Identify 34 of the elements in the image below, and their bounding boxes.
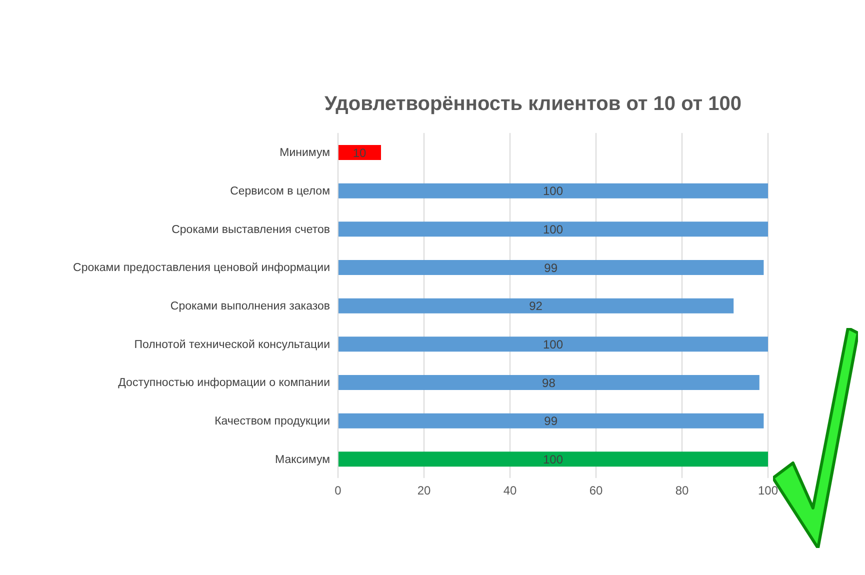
x-tick-label: 0: [334, 484, 342, 498]
data-label: 100: [542, 452, 564, 466]
chart-title: Удовлетворённость клиентов от 10 от 100: [323, 93, 743, 116]
x-tick-label: 20: [417, 484, 431, 498]
x-tick-label: 100: [758, 484, 778, 498]
bar: [338, 375, 760, 390]
y-tick-label: Минимум: [280, 147, 330, 160]
data-label: 98: [542, 376, 556, 390]
data-label: 100: [542, 184, 564, 198]
y-tick-label: Качеством продукции: [214, 416, 330, 428]
data-label: 99: [544, 260, 558, 275]
x-tick-label: 40: [503, 484, 517, 498]
y-tick-label: Сроками выполнения заказов: [170, 300, 330, 313]
bar: [338, 452, 768, 467]
y-tick-label: Сроками выставления счетов: [172, 224, 330, 236]
y-tick-label: Сроками предоставления ценовой информации: [73, 262, 330, 274]
data-label: 100: [542, 337, 564, 352]
data-label: 100: [542, 222, 564, 236]
data-label: 92: [529, 299, 543, 314]
y-tick-label: Полнотой технической консультации: [134, 338, 330, 351]
bar: [338, 336, 768, 352]
y-tick-label: Сервисом в целом: [230, 186, 330, 198]
y-tick-label: Максимум: [274, 454, 330, 466]
bar: [338, 145, 381, 160]
y-tick-label: Доступностью информации о компании: [118, 377, 330, 390]
bar: [338, 413, 764, 428]
bar: [338, 183, 768, 198]
data-label: 10: [352, 146, 366, 160]
x-tick-label: 80: [675, 484, 689, 498]
bar: [338, 298, 734, 314]
x-tick-label: 60: [589, 484, 603, 498]
data-label: 99: [544, 414, 558, 428]
bar: [338, 222, 768, 237]
bar: [338, 260, 764, 275]
